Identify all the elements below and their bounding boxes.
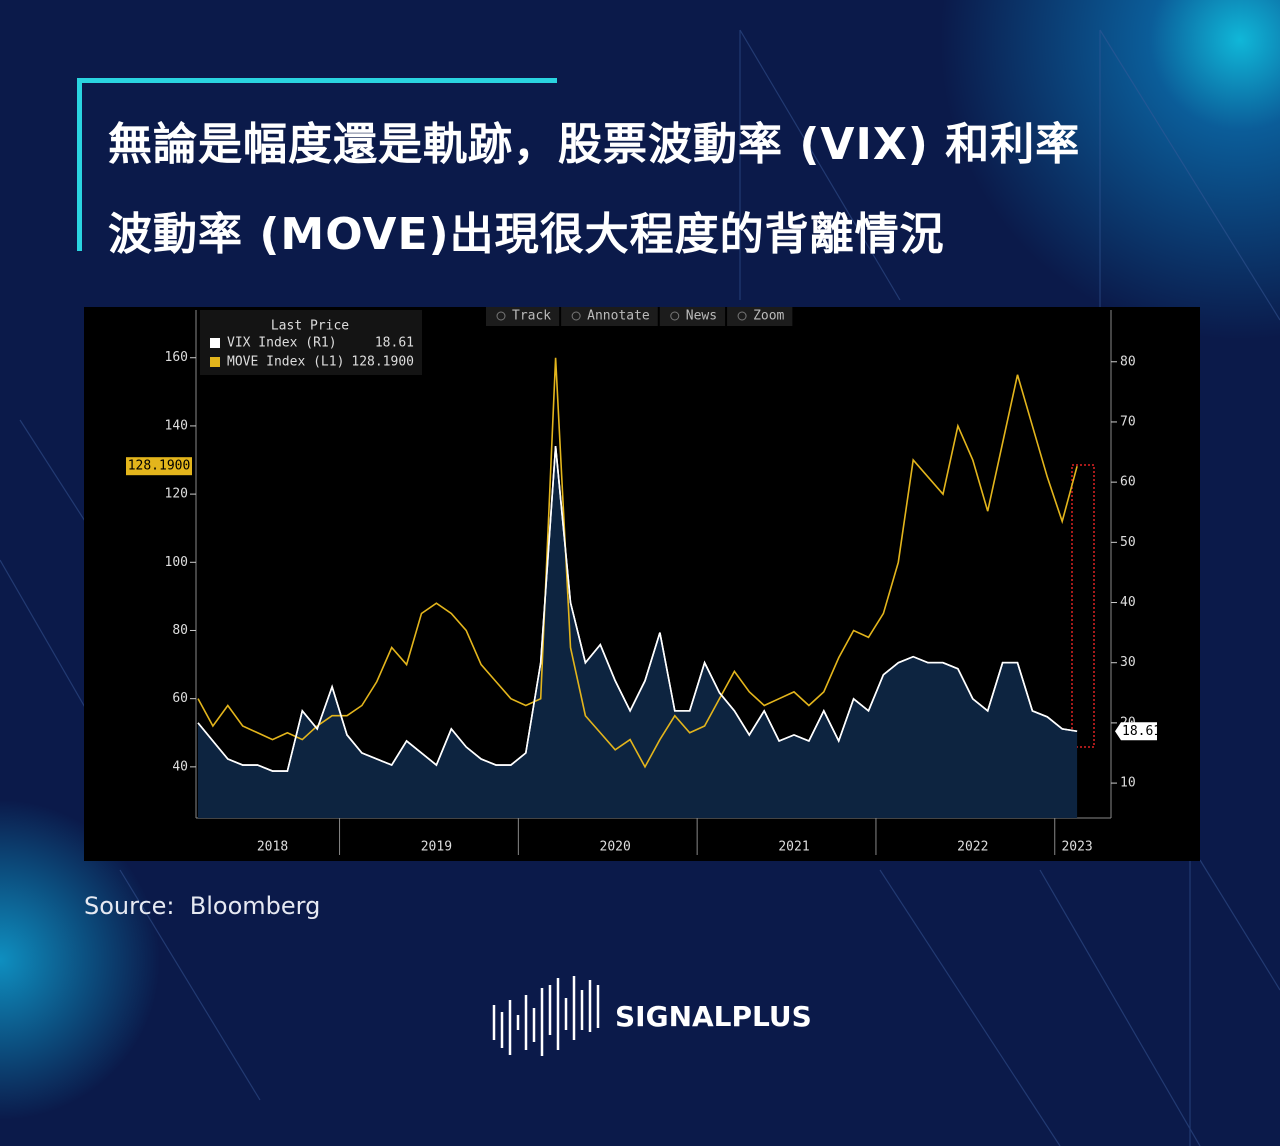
y2-tick-label: 60 <box>1120 475 1136 490</box>
toolbar-label: Zoom <box>753 309 784 324</box>
y2-tick-label: 30 <box>1120 655 1136 670</box>
y-tick-label: 160 <box>165 350 188 365</box>
legend-title: Last Price <box>271 319 349 334</box>
y2-tick-label: 40 <box>1120 595 1136 610</box>
legend-box <box>200 310 422 375</box>
y-tick-label: 40 <box>172 759 188 774</box>
x-tick-label: 2023 <box>1061 840 1092 855</box>
x-tick-label: 2022 <box>957 840 988 855</box>
legend-swatch <box>210 357 220 367</box>
y2-tick-label: 80 <box>1120 354 1136 369</box>
toolbar-button[interactable]: Annotate <box>561 307 658 326</box>
last-price-tag <box>126 457 192 476</box>
toolbar-icon <box>737 311 747 321</box>
area <box>198 446 1078 818</box>
toolbar-label: News <box>686 309 717 324</box>
toolbar-button[interactable]: Zoom <box>727 307 793 326</box>
line <box>197 357 1078 769</box>
legend-value: 128.1900 <box>351 355 414 370</box>
x-tick-label: 2019 <box>421 840 452 855</box>
toolbar-bg <box>486 307 560 326</box>
legend-label: VIX Index (R1) <box>227 336 337 351</box>
last-price-label: 18.61 <box>1122 724 1161 739</box>
y-tick-label: 60 <box>172 691 188 706</box>
x-tick-label: 2021 <box>778 840 809 855</box>
toolbar-icon <box>670 311 680 321</box>
source: Source: Bloomberg <box>84 892 321 920</box>
x-tick-label: 2018 <box>257 840 288 855</box>
x-tick-label: 2020 <box>600 840 631 855</box>
chart: 4060801001201401601020304050607080201820… <box>84 307 1200 861</box>
last-price-tag <box>1115 722 1157 741</box>
toolbar-icon <box>571 311 581 321</box>
y2-tick-label: 50 <box>1120 535 1136 550</box>
legend-swatch <box>210 338 220 348</box>
y2-tick-label: 70 <box>1120 414 1136 429</box>
last-price-label: 128.1900 <box>128 459 191 474</box>
highlight-box <box>1071 464 1095 748</box>
toolbar-icon <box>496 311 506 321</box>
brand-logo <box>492 976 600 1056</box>
y-tick-label: 80 <box>172 623 188 638</box>
y-tick-label: 100 <box>165 555 188 570</box>
y2-tick-label: 10 <box>1120 776 1136 791</box>
brand: SIGNALPLUS <box>615 1000 812 1033</box>
y-tick-label: 120 <box>165 487 188 502</box>
legend-value: 18.61 <box>375 336 414 351</box>
title-line: 波動率 (MOVE)出現很大程度的背離情況 <box>108 209 945 260</box>
toolbar-label: Track <box>512 309 551 324</box>
toolbar-button[interactable]: Track <box>486 307 560 326</box>
line <box>197 445 1078 772</box>
toolbar-button[interactable]: News <box>659 307 726 326</box>
toolbar-label: Annotate <box>587 309 650 324</box>
title-line: 無論是幅度還是軌跡，股票波動率 (VIX) 和利率 <box>108 119 1081 170</box>
legend-label: MOVE Index (L1) <box>227 355 344 370</box>
toolbar-bg <box>561 307 658 326</box>
y-tick-label: 140 <box>165 418 188 433</box>
